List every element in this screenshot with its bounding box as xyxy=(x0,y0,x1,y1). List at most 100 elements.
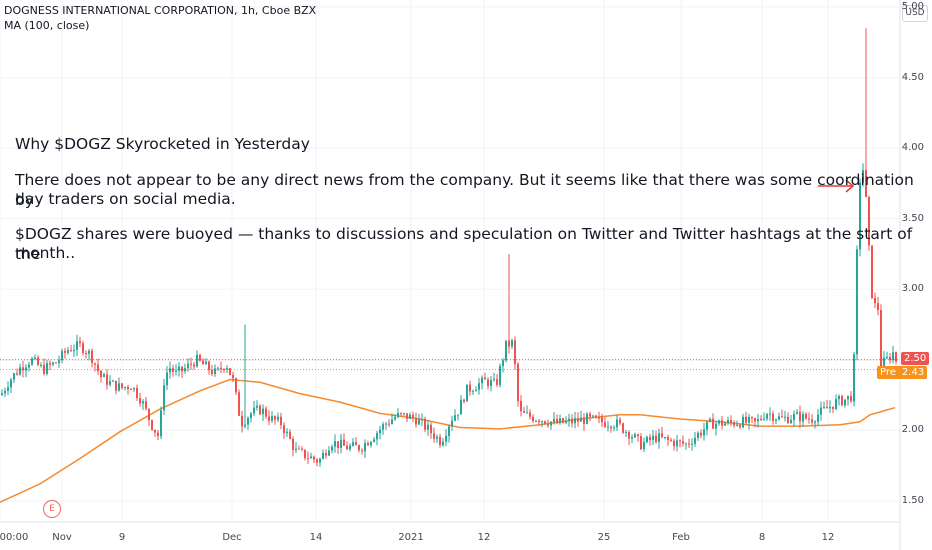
candle-body xyxy=(307,458,309,460)
earnings-marker[interactable]: E xyxy=(43,500,61,518)
candle-body xyxy=(520,400,522,412)
candle-body xyxy=(754,418,756,422)
candle-body xyxy=(73,349,75,351)
candle-body xyxy=(112,380,114,382)
candle-body xyxy=(640,436,642,450)
candle-body xyxy=(730,420,732,423)
candle-body xyxy=(244,424,246,427)
pre-market-tag: Pre 2.43 xyxy=(877,362,928,380)
candle-body xyxy=(637,434,639,437)
candle-body xyxy=(346,445,348,450)
candle-body xyxy=(490,380,492,386)
candle-body xyxy=(283,425,285,434)
candle-body xyxy=(667,437,669,440)
candle-body xyxy=(481,377,483,384)
candle-body xyxy=(502,360,504,366)
x-tick-label: 8 xyxy=(758,532,766,543)
candle-body xyxy=(859,182,861,250)
candle-body xyxy=(751,417,753,419)
annotation-para1-line2: day traders on social media. xyxy=(15,190,236,208)
candle-body xyxy=(379,429,381,434)
symbol-title: DOGNESS INTERNATIONAL CORPORATION, 1h, C… xyxy=(4,4,317,17)
candle-body xyxy=(451,420,453,427)
candle-body xyxy=(643,442,645,450)
candle-body xyxy=(10,379,12,388)
candle-body xyxy=(421,418,423,420)
candle-body xyxy=(853,354,855,402)
candle-body xyxy=(34,357,36,359)
candle-body xyxy=(385,423,387,425)
candle-body xyxy=(151,420,153,430)
candle-body xyxy=(577,418,579,422)
y-tick-label: 5.00 xyxy=(901,1,924,13)
currency-badge[interactable]: USD xyxy=(902,5,928,22)
candle-body xyxy=(529,412,531,417)
candle-body xyxy=(61,350,63,361)
candle-body xyxy=(814,421,816,423)
candle-body xyxy=(229,368,231,375)
candle-body xyxy=(52,362,54,365)
candle-body xyxy=(334,441,336,447)
candle-body xyxy=(178,366,180,371)
price-reference-lines xyxy=(0,359,900,371)
candle-body xyxy=(253,407,255,414)
candle-body xyxy=(676,440,678,447)
candle-body xyxy=(574,418,576,424)
candle-body xyxy=(391,419,393,424)
candle-body xyxy=(313,456,315,460)
candle-body xyxy=(865,170,867,198)
candle-body xyxy=(436,436,438,439)
candle-body xyxy=(664,437,666,439)
candle-body xyxy=(31,358,33,365)
candle-body xyxy=(301,448,303,450)
candle-body xyxy=(97,364,99,371)
candle-body xyxy=(274,416,276,420)
candle-body xyxy=(319,458,321,463)
candle-body xyxy=(544,421,546,424)
candle-body xyxy=(799,412,801,422)
candle-body xyxy=(373,439,375,442)
candle-body xyxy=(82,343,84,353)
candle-body xyxy=(601,417,603,423)
candle-body xyxy=(487,379,489,386)
candle-body xyxy=(304,449,306,459)
candle-body xyxy=(772,413,774,421)
candle-body xyxy=(424,418,426,430)
candle-body xyxy=(340,439,342,448)
candle-body xyxy=(124,386,126,388)
candle-body xyxy=(631,437,633,439)
candle-body xyxy=(439,436,441,446)
candle-body xyxy=(871,245,873,298)
candle-body xyxy=(469,384,471,392)
candle-body xyxy=(220,367,222,370)
candle-body xyxy=(811,419,813,423)
candle-body xyxy=(553,418,555,422)
candle-body xyxy=(427,424,429,430)
candle-body xyxy=(718,420,720,424)
candle-body xyxy=(697,432,699,438)
candle-body xyxy=(892,352,894,361)
candle-body xyxy=(190,363,192,365)
candle-body xyxy=(583,417,585,424)
candle-body xyxy=(868,197,870,246)
candle-body xyxy=(445,435,447,442)
y-tick-label: 1.50 xyxy=(901,494,924,506)
candle-body xyxy=(565,420,567,423)
candle-body xyxy=(856,249,858,355)
candle-body xyxy=(550,421,552,426)
candle-body xyxy=(409,414,411,419)
candle-body xyxy=(712,418,714,429)
x-tick-label: 9 xyxy=(118,532,126,543)
candle-body xyxy=(844,399,846,406)
candlestick-series xyxy=(1,28,897,467)
candle-body xyxy=(547,423,549,426)
candle-body xyxy=(79,341,81,344)
candle-body xyxy=(787,416,789,424)
candle-body xyxy=(850,395,852,402)
candle-body xyxy=(316,459,318,463)
candle-body xyxy=(19,367,21,375)
candle-body xyxy=(202,360,204,365)
indicator-legend[interactable]: MA (100, close) xyxy=(4,19,90,32)
candle-body xyxy=(778,416,780,420)
